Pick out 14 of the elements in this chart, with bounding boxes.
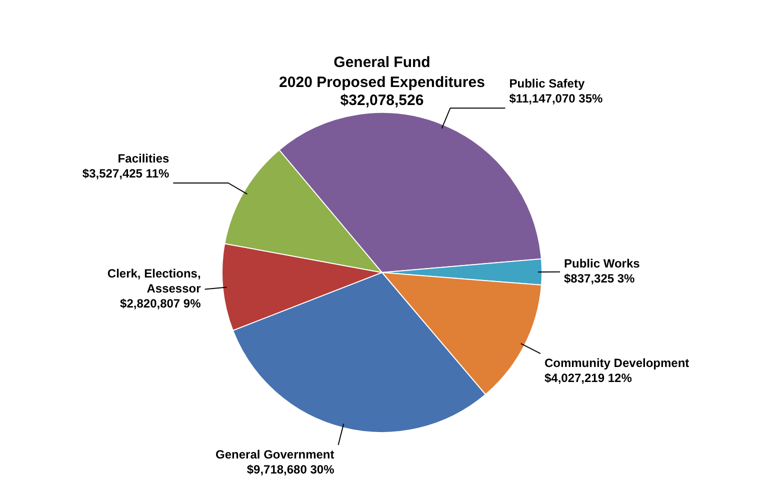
slice-label: General Government — [216, 447, 334, 462]
chart-title: General Fund — [334, 54, 430, 72]
chart-subtitle: 2020 Proposed Expenditures $32,078,526 — [279, 74, 485, 110]
slice-label: Public Works — [564, 256, 640, 271]
data-label: $2,820,807 9% — [120, 296, 202, 311]
slice-label: Clerk, Elections, Assessor — [107, 266, 202, 296]
slice-label: Public Safety — [509, 76, 585, 90]
data-label: $4,027,219 12% — [544, 370, 632, 385]
data-label: $9,718,680 30% — [246, 462, 335, 476]
data-label: $11,147,070 35% — [509, 91, 604, 106]
data-label: $837,325 3% — [564, 272, 636, 286]
slice-label: Facilities — [118, 151, 170, 166]
data-label: $3,527,425 11% — [82, 166, 170, 180]
slice-label: Community Development — [544, 356, 690, 370]
